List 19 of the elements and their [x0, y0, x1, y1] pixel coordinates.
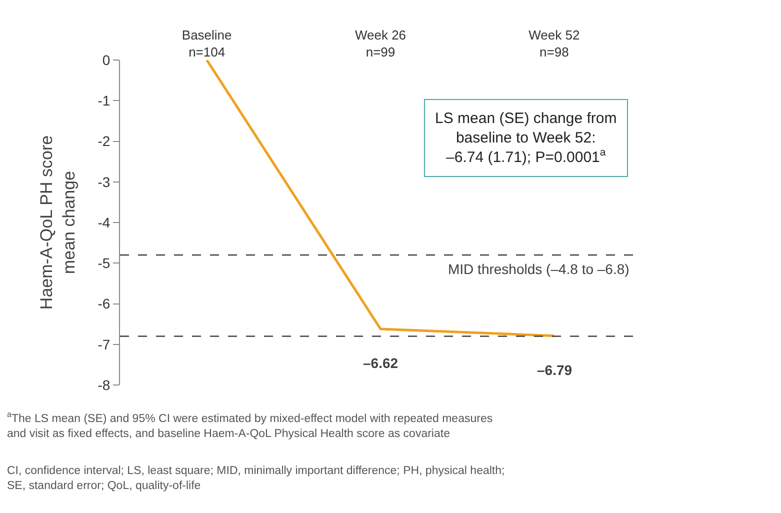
y-tick-label: -7 [98, 336, 110, 352]
y-tick-label: -6 [98, 296, 110, 312]
x-tick-label: Week 26 n=99 [354, 28, 406, 60]
x-tick-label: Week 52 n=98 [528, 28, 580, 60]
ref-line-label: MID thresholds (–4.8 to –6.8) [448, 261, 630, 277]
data-label: –6.79 [537, 362, 572, 378]
data-label: –6.62 [363, 355, 398, 371]
x-tick-label: Baseline n=104 [182, 28, 232, 60]
text: $^{a}$The LS mean (SE) and 95% CI were estimated by mixed-effect model with repeated measures and visit as fixed effects, and baseline Haem-A-QoL Physical Health score as covariate [7, 410, 493, 440]
y-tick-label: -5 [98, 255, 110, 272]
y-tick-label: 0 [102, 52, 110, 68]
y-tick-label: -4 [98, 214, 110, 230]
y-tick-label: -1 [98, 92, 110, 109]
text: CI, confidence interval; LS, least square; MID, minimally important difference; PH, physical health; SE, standard error; QoL, quality-of-life [7, 465, 505, 492]
y-tick-label: -3 [98, 174, 110, 190]
y-tick-label: -8 [98, 376, 110, 393]
annotation: LS mean (SE) change from baseline to Week 52: –6.74 (1.71); P=0.0001$^{a}$ [435, 110, 617, 166]
y-tick-label: -2 [98, 133, 110, 150]
y-axis-title: Haem-A-QoL PH score mean change [37, 135, 78, 310]
